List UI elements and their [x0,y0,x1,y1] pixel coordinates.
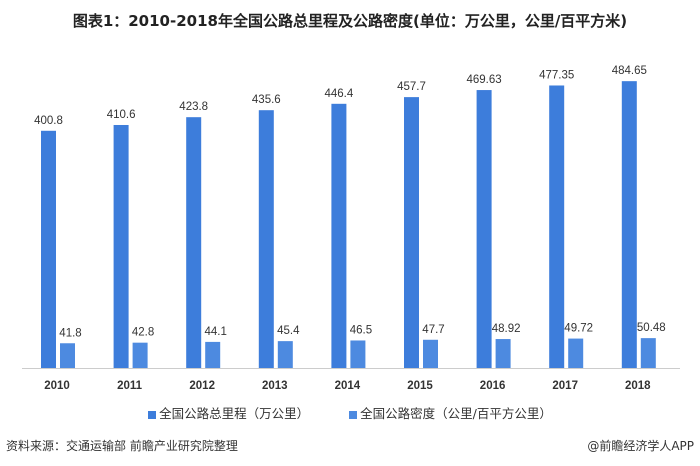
bar [132,342,148,368]
data-label: 423.8 [179,101,208,113]
x-tick-label: 2013 [262,380,288,392]
bar [621,81,637,369]
legend-swatch [148,410,157,419]
chart-title: 图表1：2010-2018年全国公路总里程及公路密度(单位：万公里，公里/百平方… [72,12,628,30]
bar [404,97,419,368]
data-label: 50.48 [637,322,666,334]
data-label: 42.8 [132,327,154,339]
x-tick-label: 2012 [189,380,215,392]
legend-label: 全国公路总里程（万公里） [159,406,310,421]
bar [350,340,366,368]
bar [331,103,347,369]
x-tick-label: 2018 [625,380,651,392]
data-label: 45.4 [277,325,300,337]
data-label: 46.5 [350,324,372,336]
bar [186,117,202,368]
x-tick-label: 2015 [407,380,433,392]
data-label: 47.7 [422,324,444,336]
legend-item-density: 全国公路密度（公里/百平方公里） [349,403,552,422]
bar [568,338,584,368]
bar [495,339,511,368]
legend-label: 全国公路密度（公里/百平方公里） [360,406,552,421]
bar [113,124,129,368]
x-tick-label: 2016 [480,380,506,392]
data-label: 400.8 [34,115,63,127]
bar [205,341,221,368]
bar [41,130,56,368]
bar [423,339,438,368]
data-label: 446.4 [325,88,354,100]
bar [640,338,656,368]
data-label: 410.6 [107,109,136,121]
data-label: 48.92 [492,323,521,335]
brand-watermark: @前瞻经济学人APP [587,439,694,453]
bar [277,341,293,368]
x-tick-label: 2017 [552,380,578,392]
bar [549,85,565,369]
x-tick-label: 2014 [335,380,361,392]
data-label: 41.8 [59,327,81,339]
data-label: 469.63 [467,74,502,86]
data-label: 435.6 [252,94,281,106]
bar [258,110,274,368]
source-note: 资料来源：交通运输部 前瞻产业研究院整理 [6,439,238,453]
data-label: 484.65 [612,65,647,77]
bar [60,343,75,368]
data-label: 49.72 [564,323,593,335]
legend-swatch [349,410,358,419]
x-tick-label: 2010 [44,380,70,392]
legend-item-total-mileage: 全国公路总里程（万公里） [148,403,309,422]
x-tick-label: 2011 [117,380,143,392]
data-label: 477.35 [539,69,574,81]
data-label: 457.7 [397,81,426,93]
data-label: 44.1 [205,326,227,338]
bar-chart: 400.8 41.8 2010 410.6 42.8 2011 423.8 44.1 2012 4… [22,65,680,392]
bar [476,90,492,368]
legend: 全国公路总里程（万公里） 全国公路密度（公里/百平方公里） [0,403,700,422]
